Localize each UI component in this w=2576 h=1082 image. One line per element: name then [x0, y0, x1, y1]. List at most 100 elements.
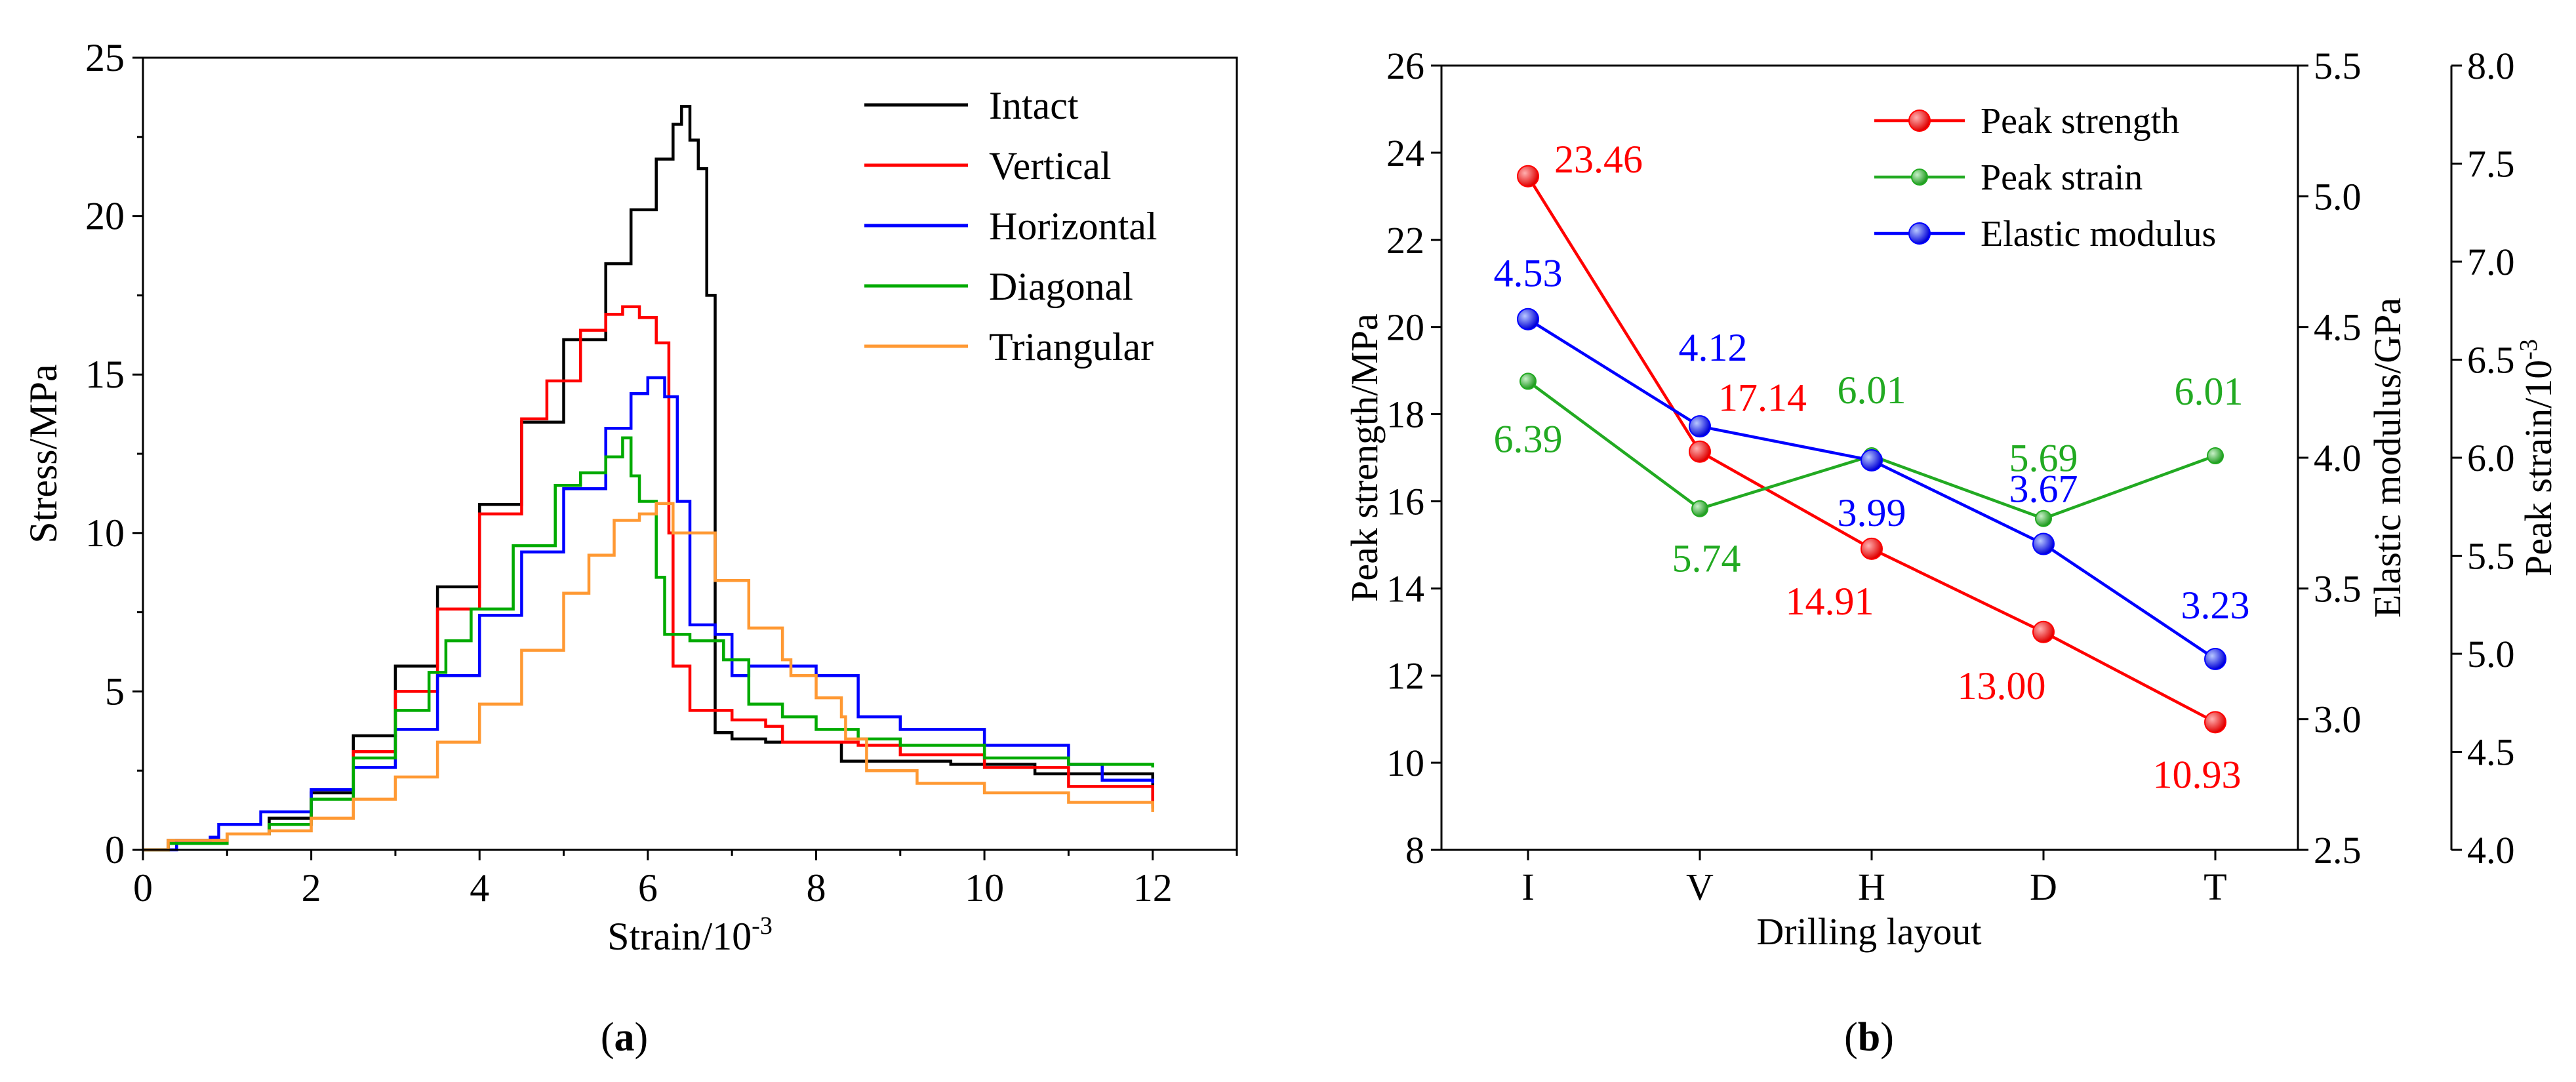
chart-b-x-tick-label: H: [1858, 866, 1885, 908]
chart-b-point: [1861, 449, 1883, 471]
chart-b-x-tick-label: D: [2030, 866, 2057, 908]
chart-a-series-layer: [143, 105, 1154, 852]
chart-b-point: [2032, 532, 2055, 555]
chart-a-legend-label: Horizontal: [989, 205, 1157, 248]
chart-a-x-tick-label: 8: [806, 866, 826, 910]
chart-b-data-label: 3.67: [2009, 468, 2078, 511]
chart-a-y-axis-label: Stress/MPa: [22, 364, 65, 543]
chart-b-point: [2204, 711, 2226, 734]
chart-b-x-tick-label: T: [2204, 866, 2226, 908]
chart-b-point: [1691, 500, 1708, 517]
chart-a-series-line-diagonal: [143, 436, 1154, 852]
chart-b-right1-tick-label: 2.5: [2314, 829, 2362, 872]
chart-b-right2-tick-label: 8.0: [2467, 45, 2515, 87]
chart-b-right2-tick-label: 7.0: [2467, 241, 2515, 283]
chart-b-right2-axis-label-sup: -3: [2515, 339, 2543, 360]
chart-a-legend-label: Vertical: [989, 144, 1112, 188]
chart-b-point: [2032, 620, 2055, 643]
chart-b-data-label: 4.53: [1494, 252, 1563, 295]
chart-b-right2-tick-label: 4.0: [2467, 829, 2515, 872]
chart-b-left-axis-label: Peak strength/MPa: [1343, 313, 1386, 602]
chart-b-legend-label: Peak strength: [1981, 101, 2179, 142]
chart-b-point: [1519, 372, 1537, 390]
chart-b-legend-label: Elastic modulus: [1981, 214, 2216, 254]
chart-a-y-tick-label: 25: [85, 36, 125, 79]
chart-b-x-tick-label: I: [1521, 866, 1534, 908]
chart-a-y-tick-label: 5: [105, 670, 125, 713]
chart-a-caption-letter: a: [614, 1015, 635, 1060]
chart-b-right2-axis-label-main: Peak strain/10: [2517, 360, 2560, 576]
chart-a-x-tick-label: 6: [638, 866, 658, 910]
chart-b-right1-tick-label: 3.0: [2314, 698, 2362, 741]
chart-b-x-tick-label: V: [1686, 866, 1714, 908]
chart-b-right2-ticks: 4.0 4.5 5.0 5.5 6.0 6.5 7.0 7.5 8.0: [2451, 45, 2515, 872]
chart-b-data-label: 3.99: [1838, 491, 1906, 534]
chart-b-data-label: 3.23: [2181, 584, 2250, 627]
chart-b-data-label: 4.12: [1679, 326, 1748, 369]
chart-a-x-tick-label: 0: [133, 866, 153, 910]
chart-b-data-label: 13.00: [1958, 664, 2046, 708]
chart-b-data-label: 23.46: [1554, 138, 1643, 181]
chart-b-left-tick-label: 26: [1386, 45, 1424, 87]
chart-a-y-tick-label: 0: [105, 828, 125, 872]
chart-b-point: [1517, 165, 1539, 188]
chart-a-x-ticks: 0 2 4 6 8 10 12: [133, 850, 1238, 910]
chart-a-x-tick-label: 4: [470, 866, 489, 910]
chart-b-caption-letter: b: [1858, 1015, 1880, 1060]
chart-b-legend-marker: [1908, 110, 1931, 132]
chart-a-legend: Intact Vertical Horizontal Diagonal Triangul…: [864, 84, 1157, 369]
chart-b-point: [2204, 647, 2226, 670]
chart-a-x-tick-label: 12: [1133, 866, 1173, 910]
chart-b-left-tick-label: 12: [1386, 654, 1424, 697]
chart-a-y-tick-label: 15: [85, 353, 125, 396]
chart-b: 8 10 12 14 16 18 20 22 24 26 2.5 3.0 3.5 4.0 4.5 5.0 5.…: [1343, 45, 2560, 1060]
chart-b-right2-axis-label: Peak strain/10-3: [2515, 339, 2560, 576]
chart-b-right1-tick-label: 5.5: [2314, 45, 2362, 87]
chart-b-right1-tick-label: 3.5: [2314, 567, 2362, 610]
chart-a-series-line-triangular: [143, 502, 1154, 852]
chart-a-x-axis-label: Strain/10-3: [607, 912, 773, 958]
chart-b-x-axis-label: Drilling layout: [1756, 910, 1981, 953]
chart-b-data-label: 17.14: [1718, 376, 1807, 420]
chart-b-data-label: 14.91: [1786, 580, 1874, 623]
chart-a-y-tick-label: 20: [85, 195, 125, 238]
chart-b-right2-tick-label: 5.5: [2467, 535, 2515, 578]
chart-b-caption: (b): [1844, 1015, 1894, 1060]
chart-b-right1-ticks: 2.5 3.0 3.5 4.0 4.5 5.0 5.5: [2298, 45, 2362, 872]
chart-a: 0 2 4 6 8 10 12 0 5 10 15 20 25 Strain/10-3 Stress/…: [22, 36, 1238, 1060]
chart-b-data-label: 6.01: [1838, 369, 1906, 412]
chart-b-point: [2035, 510, 2052, 527]
chart-b-right1-tick-label: 4.5: [2314, 306, 2362, 349]
chart-b-left-tick-label: 24: [1386, 132, 1424, 174]
chart-b-data-label: 6.39: [1494, 417, 1563, 460]
chart-a-x-tick-label: 10: [965, 866, 1004, 910]
chart-b-point: [1517, 308, 1539, 331]
chart-b-legend: Peak strength Peak strain Elastic modulus: [1874, 101, 2216, 254]
chart-b-right2-tick-label: 5.0: [2467, 633, 2515, 675]
chart-b-series-layer: 23.46 17.14 14.91 13.00 10.93 6.39 5.74 6.01 5.6…: [1494, 138, 2250, 797]
chart-a-y-tick-label: 10: [85, 511, 125, 555]
chart-b-left-tick-label: 20: [1386, 306, 1424, 349]
chart-a-legend-label: Diagonal: [989, 265, 1133, 308]
chart-a-legend-label: Triangular: [989, 325, 1154, 369]
chart-b-left-tick-label: 10: [1386, 742, 1424, 784]
chart-b-legend-label: Peak strain: [1981, 157, 2143, 198]
chart-b-point: [2207, 447, 2224, 465]
chart-b-point: [1861, 537, 1883, 560]
chart-b-data-label: 5.69: [2009, 437, 2078, 480]
chart-b-right2-tick-label: 6.0: [2467, 437, 2515, 479]
chart-b-left-tick-label: 18: [1386, 393, 1424, 436]
chart-b-data-label: 5.74: [1672, 537, 1741, 580]
chart-b-left-tick-label: 22: [1386, 219, 1424, 262]
chart-a-x-axis-label-main: Strain/10: [607, 915, 752, 958]
chart-b-legend-marker: [1911, 169, 1928, 186]
chart-b-right2-tick-label: 7.5: [2467, 143, 2515, 186]
chart-b-left-ticks: 8 10 12 14 16 18 20 22 24 26: [1386, 45, 1441, 872]
chart-b-right2-tick-label: 4.5: [2467, 731, 2515, 774]
chart-b-data-label: 6.01: [2175, 370, 2244, 413]
chart-a-x-axis-label-sup: -3: [752, 912, 773, 940]
chart-b-left-tick-label: 8: [1405, 829, 1424, 872]
chart-b-point: [1689, 415, 1711, 438]
